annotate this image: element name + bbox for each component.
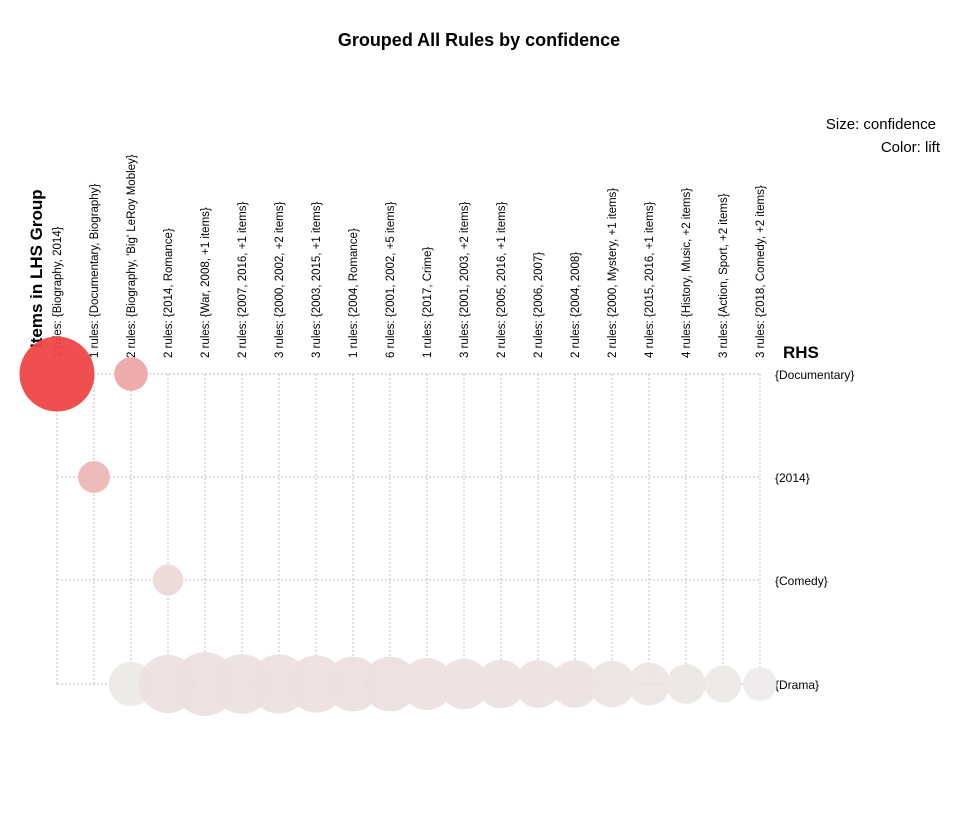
lhs-group-label: 3 rules: {2001, 2003, +2 items} xyxy=(459,202,471,358)
rule-bubble xyxy=(152,564,184,596)
rule-bubble xyxy=(551,660,599,708)
lhs-group-label: 1 rules: {2004, Romance} xyxy=(348,228,360,358)
y-axis-title: RHS xyxy=(783,343,819,362)
lhs-group-label: 3 rules: {2003, 2015, +1 items} xyxy=(311,202,323,358)
rule-bubble xyxy=(704,665,742,703)
rule-bubble xyxy=(588,660,636,708)
rhs-item-label: {Documentary} xyxy=(775,368,854,382)
rule-bubble xyxy=(438,658,490,710)
rule-bubble xyxy=(19,336,95,412)
lhs-group-label: 3 rules: {2018, Comedy, +2 items} xyxy=(755,185,767,358)
legend-color: Color: lift xyxy=(881,139,941,156)
rhs-item-label: {Comedy} xyxy=(775,574,828,588)
lhs-group-label: 2 rules: {2004, 2008} xyxy=(570,252,582,358)
rule-bubble xyxy=(743,667,777,701)
lhs-group-label: 1 rules: {Biography, 2014} xyxy=(52,226,64,358)
lhs-group-label: 1 rules: {Documentary, Biography} xyxy=(89,184,101,358)
lhs-group-label: 2 rules: {2006, 2007} xyxy=(533,252,545,358)
rule-bubble xyxy=(476,659,526,709)
lhs-group-label: 4 rules: {History, Music, +2 items} xyxy=(681,188,693,358)
lhs-group-label: 3 rules: {2000, 2002, +2 items} xyxy=(274,202,286,358)
lhs-group-labels: 1 rules: {Biography, 2014} 1 rules: {Docu… xyxy=(52,154,767,358)
rhs-item-label: {Drama} xyxy=(775,678,819,692)
lhs-group-label: 2 rules: {2007, 2016, +1 items} xyxy=(237,202,249,358)
rule-bubble xyxy=(362,656,418,712)
rule-bubble xyxy=(114,357,148,391)
rule-bubble xyxy=(514,660,562,708)
rhs-item-label: {2014} xyxy=(775,471,810,485)
grid xyxy=(56,373,761,685)
x-axis-title: Items in LHS Group xyxy=(27,189,46,348)
rule-bubble xyxy=(78,461,110,493)
rule-bubble xyxy=(401,658,453,710)
lhs-group-label: 1 rules: {2017, Crime} xyxy=(422,247,434,358)
rule-bubbles xyxy=(19,336,777,716)
rhs-item-labels: {Documentary} {2014} {Comedy} {Drama} xyxy=(775,368,854,692)
rule-bubble xyxy=(666,664,706,704)
lhs-group-label: 3 rules: {Action, Sport, +2 items} xyxy=(718,193,730,358)
lhs-group-label: 2 rules: {Biography, 'Big' LeRoy Mobley} xyxy=(126,154,138,358)
lhs-group-label: 2 rules: {2014, Romance} xyxy=(163,228,175,358)
lhs-group-label: 2 rules: {War, 2008, +1 items} xyxy=(200,207,212,358)
lhs-group-label: 2 rules: {2000, Mystery, +1 items} xyxy=(607,188,619,358)
legend-size: Size: confidence xyxy=(826,116,936,133)
rule-bubble xyxy=(627,662,671,706)
lhs-group-label: 4 rules: {2015, 2016, +1 items} xyxy=(644,202,656,358)
lhs-group-label: 6 rules: {2001, 2002, +5 items} xyxy=(385,202,397,358)
chart-title: Grouped All Rules by confidence xyxy=(338,30,620,50)
lhs-group-label: 2 rules: {2005, 2016, +1 items} xyxy=(496,202,508,358)
